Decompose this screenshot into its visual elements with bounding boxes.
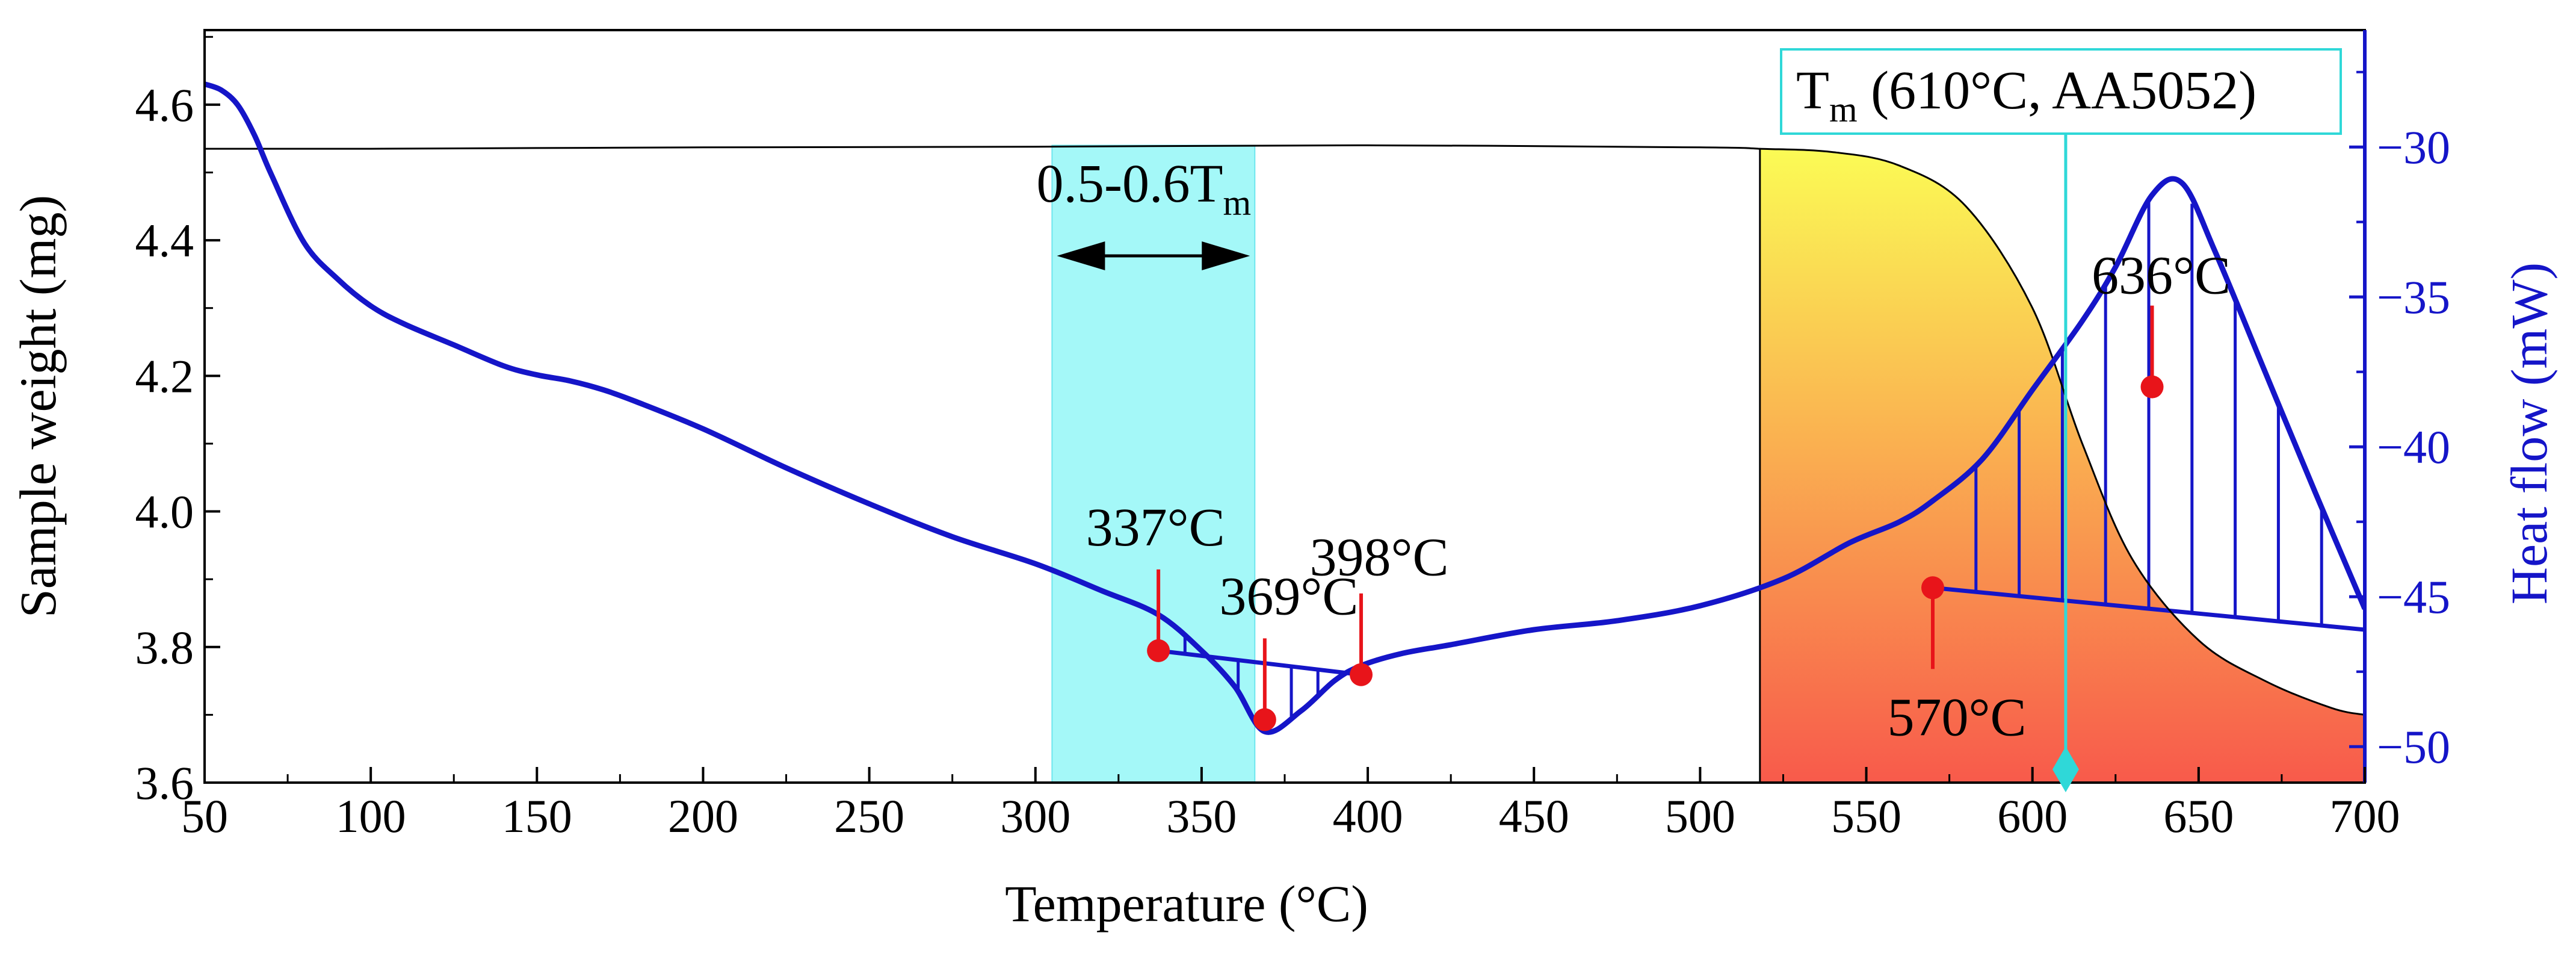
peak-label: 369°C: [1219, 566, 1358, 626]
left-tick-label: 4.2: [135, 350, 194, 402]
right-tick-label: −50: [2377, 721, 2450, 773]
left-axis-title: Sample weight (mg): [9, 195, 67, 618]
x-tick-label: 300: [1000, 790, 1070, 842]
left-tick-label: 4.0: [135, 486, 194, 538]
band-label: 0.5-0.6Tm: [1037, 154, 1252, 223]
x-tick-label: 100: [336, 790, 406, 842]
peak-label: 337°C: [1086, 498, 1225, 557]
melting-point-label: Tm (610°C, AA5052): [1796, 61, 2256, 129]
melting-label-subscript: m: [1829, 90, 1858, 129]
band-label-subscript: m: [1223, 183, 1251, 223]
left-tick-label: 3.6: [135, 757, 194, 809]
right-axis-title: Heat flow (mW): [2500, 262, 2558, 604]
peak-label: 636°C: [2092, 246, 2231, 306]
x-tick-label: 200: [668, 790, 738, 842]
peak-marker: [1350, 663, 1373, 686]
peak-label: 570°C: [1887, 687, 2026, 747]
right-tick-label: −35: [2377, 271, 2450, 323]
temperature-band: [1051, 144, 1256, 783]
peak-marker: [1253, 708, 1276, 731]
x-tick-label: 400: [1333, 790, 1403, 842]
peak-marker: [2140, 375, 2164, 399]
peak-marker: [1147, 639, 1170, 662]
left-tick-label: 4.4: [135, 214, 194, 267]
x-tick-label: 500: [1665, 790, 1735, 842]
left-tick-label: 4.6: [135, 79, 194, 131]
x-tick-label: 550: [1831, 790, 1901, 842]
melting-label-text: (610°C, AA5052): [1858, 61, 2257, 120]
right-tick-label: −30: [2377, 121, 2450, 173]
left-tick-label: 3.8: [135, 621, 194, 674]
sample-weight-line: [205, 144, 2365, 716]
x-tick-label: 350: [1166, 790, 1237, 842]
x-tick-label: 250: [834, 790, 904, 842]
x-tick-label: 450: [1499, 790, 1569, 842]
band-arrow-right-head: [1202, 241, 1250, 270]
right-tick-label: −40: [2377, 421, 2450, 473]
x-tick-label: 700: [2330, 790, 2400, 842]
band-arrow-left-head: [1057, 241, 1105, 270]
peak-label: 398°C: [1310, 528, 1449, 588]
x-tick-label: 600: [1997, 790, 2068, 842]
x-tick-label: 50: [181, 790, 228, 842]
right-tick-label: −45: [2377, 571, 2450, 623]
hatch-baseline-1: [1158, 648, 1362, 677]
x-tick-label: 150: [502, 790, 572, 842]
melting-point-label-box: [1780, 48, 2342, 135]
x-axis-title: Temperature (°C): [1005, 875, 1368, 933]
melting-point-marker: [2052, 746, 2079, 792]
x-tick-label: 650: [2163, 790, 2234, 842]
heat-flow-line: [205, 81, 2365, 735]
peak-marker: [1921, 576, 1944, 600]
